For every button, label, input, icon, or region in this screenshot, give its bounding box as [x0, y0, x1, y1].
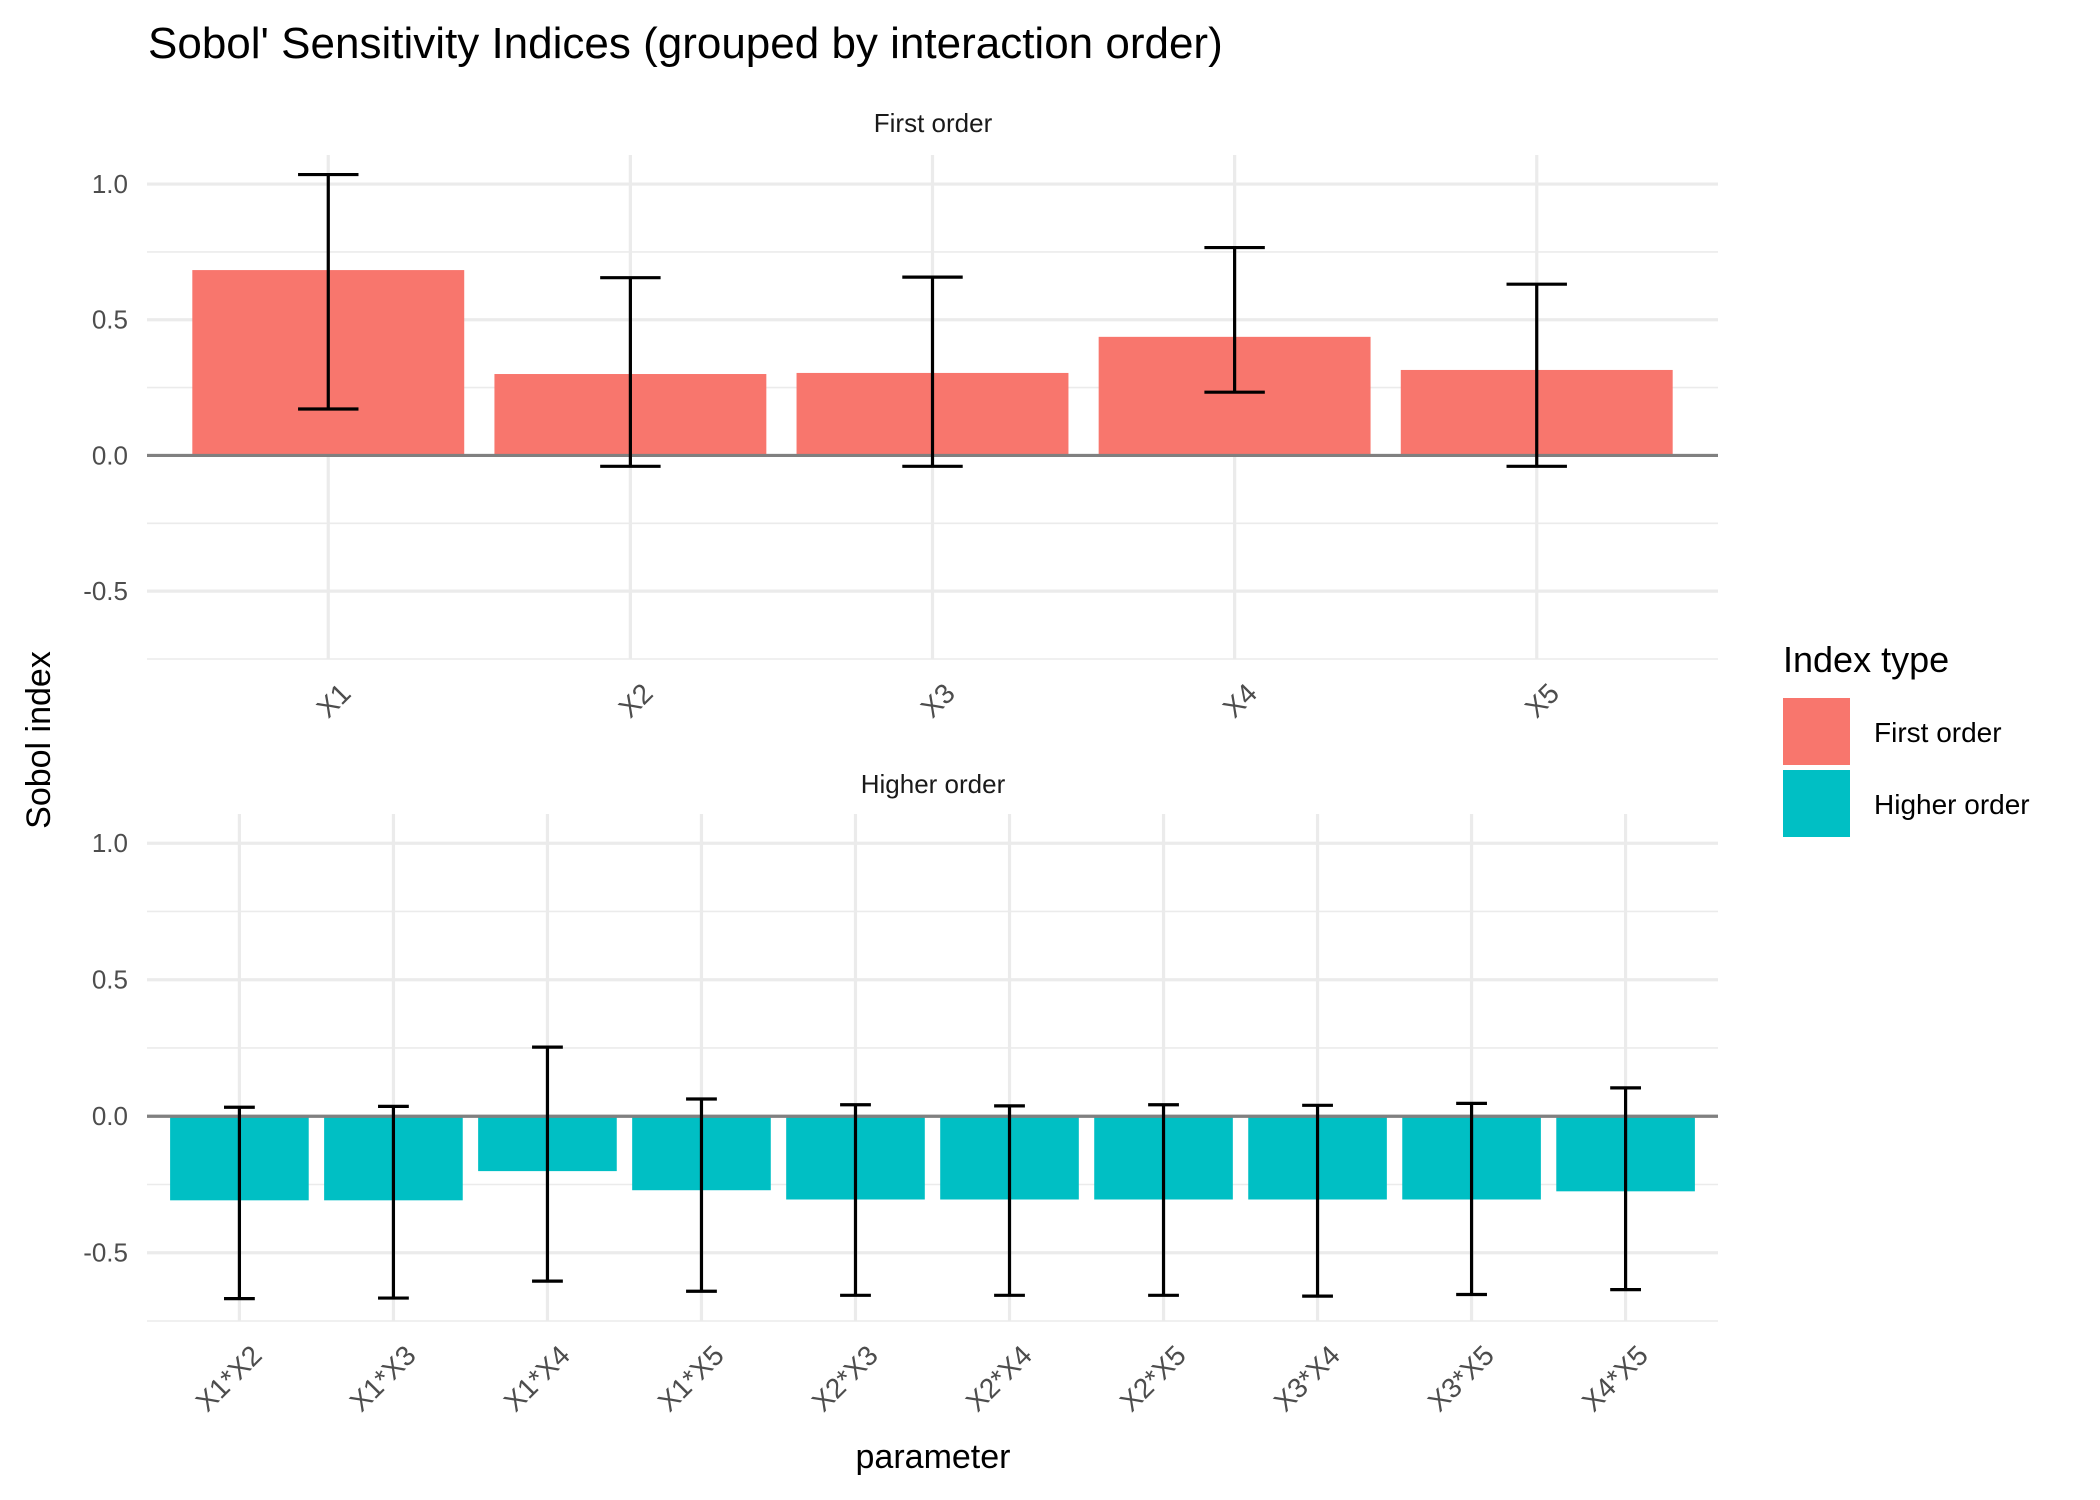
- error-bar-x1-x-x4: [532, 1045, 563, 1283]
- error-bar-x3: [902, 275, 963, 468]
- y-axis-ticks: -0.5 0.0 0.5 1.0: [83, 828, 128, 1268]
- legend-label-first-order: First order: [1874, 717, 2002, 748]
- error-bar-x4-x-x5: [1610, 1086, 1641, 1292]
- x-axis-title: parameter: [856, 1438, 1011, 1476]
- y-tick-label: 1.0: [92, 828, 128, 858]
- error-bar-x1-x-x2: [224, 1105, 255, 1301]
- y-axis-title: Sobol index: [20, 651, 58, 829]
- error-bar-x3-x-x4: [1302, 1103, 1333, 1298]
- error-bar-x2: [600, 276, 661, 468]
- y-tick-label: -0.5: [83, 576, 128, 606]
- panel-first-order: First order -0.50.00.51.0 X1 X2 X3 X4 X5: [83, 108, 1718, 724]
- legend-swatch-first-order: [1783, 698, 1850, 765]
- legend-swatch-higher-order: [1783, 770, 1850, 837]
- y-tick-label: -0.5: [83, 1238, 128, 1268]
- chart-title: Sobol' Sensitivity Indices (grouped by i…: [148, 19, 1223, 68]
- error-bar-x4: [1204, 245, 1265, 394]
- error-bar-x1: [298, 172, 359, 411]
- y-tick-label: 1.0: [92, 169, 128, 199]
- error-bar-x1-x-x5: [686, 1097, 717, 1293]
- legend: Index type First order Higher order: [1783, 639, 2030, 837]
- error-bar-x1-x-x3: [378, 1104, 409, 1300]
- strip-label-higher-order: Higher order: [861, 769, 1006, 799]
- y-tick-label: 0.0: [92, 440, 128, 470]
- legend-label-higher-order: Higher order: [1874, 789, 2030, 820]
- error-bar-x5: [1506, 282, 1567, 468]
- y-tick-label: 0.0: [92, 1101, 128, 1131]
- y-tick-label: 0.5: [92, 305, 128, 335]
- y-tick-label: 0.5: [92, 965, 128, 995]
- legend-title: Index type: [1783, 639, 1949, 680]
- error-bar-x2-x-x4: [994, 1104, 1025, 1297]
- error-bar-x2-x-x3: [840, 1103, 871, 1297]
- error-bar-x3-x-x5: [1456, 1101, 1487, 1297]
- error-bars: [298, 172, 1567, 468]
- error-bar-x2-x-x5: [1148, 1103, 1179, 1297]
- strip-label-first-order: First order: [874, 108, 993, 138]
- error-bars: [224, 1045, 1641, 1301]
- y-axis-ticks: -0.5 0.0 0.5 1.0: [83, 169, 128, 606]
